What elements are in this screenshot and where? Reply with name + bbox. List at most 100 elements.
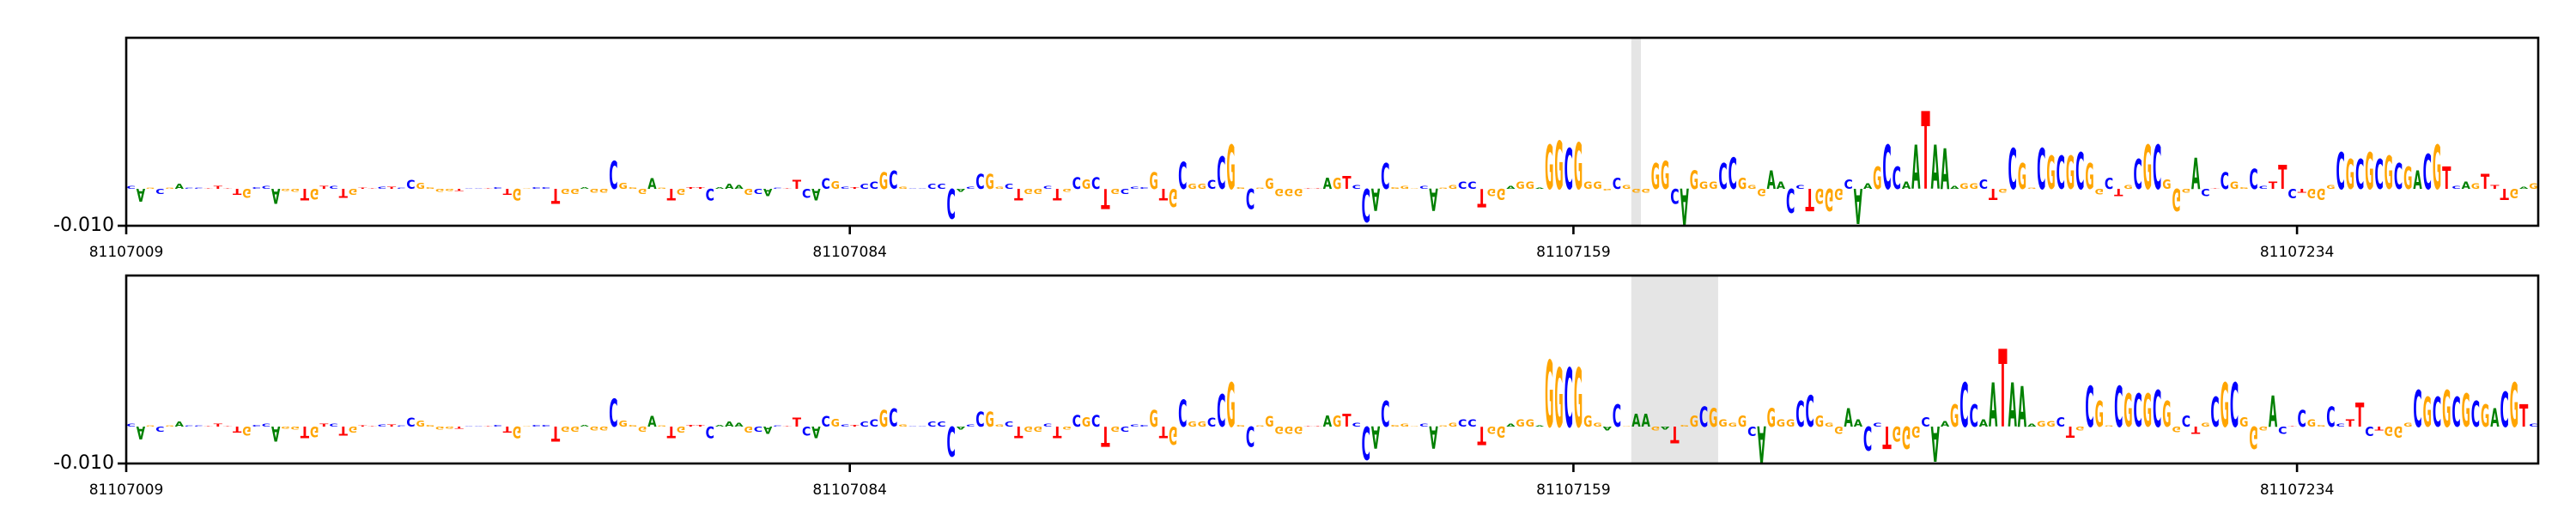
logo-letter-A: A bbox=[1902, 180, 1911, 191]
logo-letter-C: C bbox=[1178, 157, 1187, 198]
logo-letter-T: T bbox=[1670, 421, 1680, 447]
logo-letter-A: A bbox=[1931, 415, 1940, 471]
logo-letter-G: G bbox=[1709, 404, 1717, 433]
logo-letter-C: C bbox=[1613, 175, 1621, 193]
logo-letter-G: G bbox=[590, 187, 598, 193]
logo-letter-G: G bbox=[1497, 423, 1505, 441]
logo-letter-C: C bbox=[2298, 407, 2306, 433]
logo-letter-G: G bbox=[242, 423, 251, 437]
logo-letter-G: G bbox=[1690, 167, 1698, 196]
logo-letter-A: A bbox=[1661, 426, 1670, 431]
x-tick-label: 81107084 bbox=[812, 482, 887, 499]
logo-letter-G: G bbox=[1265, 413, 1273, 430]
logo-letter-C: C bbox=[1806, 387, 1814, 437]
logo-letter-G: G bbox=[2307, 418, 2316, 429]
logo-letter-G: G bbox=[2221, 372, 2229, 442]
logo-letter-C: C bbox=[1043, 185, 1052, 191]
logo-letter-T: T bbox=[551, 184, 561, 208]
logo-letter-G: G bbox=[2201, 422, 2209, 428]
logo-letter-T: T bbox=[793, 179, 801, 192]
logo-letter-G: G bbox=[570, 187, 579, 195]
logo-letter-G: G bbox=[2462, 385, 2470, 438]
logo-letter-C: C bbox=[706, 185, 714, 204]
logo-letter-T: T bbox=[2490, 185, 2500, 191]
logo-letter-A: A bbox=[1989, 372, 1997, 442]
logo-letter-C: C bbox=[2210, 391, 2219, 437]
logo-letter-C: C bbox=[378, 186, 387, 190]
logo-letter-C: C bbox=[1139, 186, 1149, 190]
logo-letter-C: C bbox=[2221, 169, 2229, 196]
logo-letter-A: A bbox=[1777, 180, 1786, 191]
logo-letter-C: C bbox=[1246, 420, 1255, 451]
logo-letter-A: A bbox=[2191, 149, 2200, 199]
logo-letter-G: G bbox=[1661, 153, 1669, 197]
logo-letter-G: G bbox=[2018, 157, 2026, 198]
logo-letter-G: G bbox=[513, 423, 521, 442]
logo-letter-A: A bbox=[580, 186, 590, 190]
logo-letter-T: T bbox=[339, 423, 348, 437]
logo-letter-G: G bbox=[1603, 188, 1612, 191]
logo-letter-C: C bbox=[1718, 157, 1727, 198]
logo-letter-G: G bbox=[1970, 182, 1978, 191]
logo-letter-A: A bbox=[734, 422, 744, 428]
logo-letter-G: G bbox=[985, 408, 993, 432]
logo-letter-C: C bbox=[1786, 181, 1795, 220]
logo-letter-T: T bbox=[358, 426, 368, 427]
logo-letter-G: G bbox=[1497, 185, 1505, 203]
logo-letter-C: C bbox=[2182, 413, 2190, 431]
logo-letter-A: A bbox=[2462, 180, 2471, 191]
logo-letter-G: G bbox=[995, 186, 1004, 190]
logo-letter-C: C bbox=[1979, 178, 1988, 192]
logo-letter-G: G bbox=[1082, 415, 1091, 430]
logo-letter-G: G bbox=[898, 186, 907, 190]
logo-letter-C: C bbox=[542, 186, 551, 190]
logo-letter-C: C bbox=[194, 188, 204, 190]
logo-letter-G: G bbox=[1690, 413, 1698, 431]
logo-letter-C: C bbox=[2336, 143, 2344, 203]
logo-letter-C: C bbox=[1882, 134, 1891, 204]
logo-letter-A: A bbox=[734, 185, 744, 191]
logo-letter-G: G bbox=[1034, 425, 1042, 433]
logo-letter-A: A bbox=[1535, 426, 1545, 427]
logo-letter-C: C bbox=[406, 416, 415, 430]
logo-letter-G: G bbox=[2037, 420, 2045, 428]
logo-letter-A: A bbox=[1506, 185, 1516, 191]
logo-letter-C: C bbox=[1362, 177, 1370, 229]
logo-letter-G: G bbox=[1062, 426, 1071, 431]
logo-letter-G: G bbox=[638, 187, 647, 195]
logo-letter-G: G bbox=[1574, 351, 1583, 445]
logo-letter-A: A bbox=[1371, 181, 1380, 215]
logo-letter-C: C bbox=[841, 424, 850, 427]
logo-letter-T: T bbox=[483, 426, 494, 427]
logo-letter-A: A bbox=[957, 188, 966, 193]
logo-letter-C: C bbox=[2423, 144, 2432, 201]
logo-letter-T: T bbox=[1014, 185, 1024, 204]
logo-letter-G: G bbox=[1449, 185, 1457, 191]
logo-letter-C: C bbox=[2336, 423, 2344, 428]
logo-letter-C: C bbox=[2134, 385, 2142, 438]
logo-letter-G: G bbox=[1651, 157, 1660, 198]
logo-letter-C: C bbox=[2153, 381, 2161, 440]
logo-letter-T: T bbox=[2269, 180, 2278, 191]
logo-letter-T: T bbox=[339, 185, 348, 199]
logo-letter-G: G bbox=[349, 187, 357, 197]
logo-letter-C: C bbox=[2355, 153, 2364, 199]
logo-letter-C: C bbox=[754, 425, 762, 433]
logo-letter-G: G bbox=[1526, 180, 1534, 191]
plot-frame bbox=[125, 274, 2540, 465]
logo-letter-G: G bbox=[146, 188, 155, 190]
logo-letter-C: C bbox=[975, 170, 984, 194]
logo-letter-A: A bbox=[271, 184, 281, 208]
logo-letter-G: G bbox=[1333, 175, 1341, 193]
logo-letter-G: G bbox=[435, 188, 444, 193]
logo-letter-T: T bbox=[1053, 185, 1062, 204]
logo-letter-G: G bbox=[2394, 423, 2403, 441]
logo-letter-G: G bbox=[2046, 148, 2055, 200]
logo-letter-G: G bbox=[629, 186, 637, 190]
logo-letter-T: T bbox=[1313, 426, 1323, 427]
logo-letter-C: C bbox=[1207, 416, 1216, 430]
logo-letter-G: G bbox=[1526, 418, 1534, 429]
logo-letter-G: G bbox=[416, 420, 425, 429]
logo-letter-C: C bbox=[1670, 184, 1679, 208]
